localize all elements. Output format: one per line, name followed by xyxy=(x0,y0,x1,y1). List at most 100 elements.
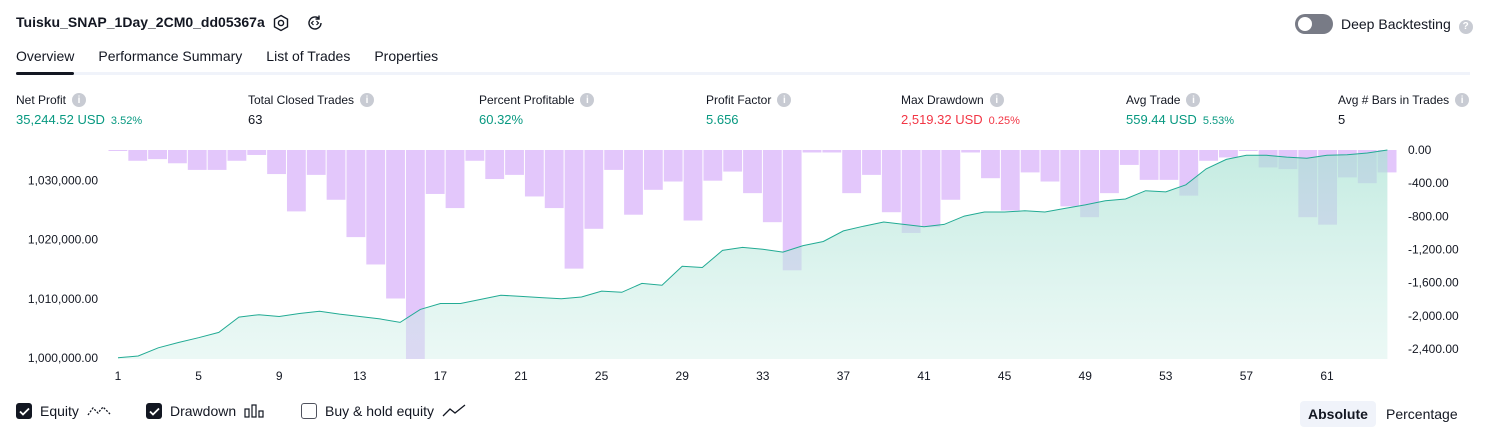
settings-icon[interactable] xyxy=(271,13,291,33)
drawdown-bar xyxy=(465,150,485,161)
equity-line xyxy=(117,149,1388,359)
drawdown-label: Drawdown xyxy=(170,403,237,419)
help-icon[interactable]: ? xyxy=(1458,19,1473,34)
drawdown-bar xyxy=(822,150,842,153)
x-tick-label: 17 xyxy=(434,369,448,383)
metric-label: Max Drawdown xyxy=(901,93,984,107)
y-right-tick-label: -800.00 xyxy=(1408,209,1449,223)
drawdown-bars xyxy=(108,150,1397,359)
drawdown-bar xyxy=(1000,150,1020,211)
x-tick-label: 29 xyxy=(676,369,690,383)
drawdown-bar xyxy=(862,150,881,175)
equity-drawdown-chart: 1,000,000.00 1,010,000.00 1,020,000.00 1,03… xyxy=(28,143,1459,383)
metric-total-closed-trades: Total Closed Trades i 63 xyxy=(248,93,375,127)
drawdown-bar xyxy=(743,150,762,194)
legend-buy-hold[interactable]: Buy & hold equity xyxy=(301,403,466,419)
tab-bar: Overview Performance Summary List of Tra… xyxy=(16,48,439,75)
x-tick-label: 45 xyxy=(998,369,1012,383)
info-icon[interactable]: i xyxy=(777,93,792,107)
drawdown-bar xyxy=(346,150,366,238)
drawdown-bar xyxy=(961,150,981,153)
x-tick-label: 5 xyxy=(195,369,202,383)
drawdown-bar xyxy=(921,150,941,228)
metric-label: Avg Trade xyxy=(1126,93,1181,107)
metric-label: Total Closed Trades xyxy=(248,93,355,107)
metric-avg-bars-in-trades: Avg # Bars in Trades i 5 xyxy=(1338,93,1470,127)
drawdown-bar xyxy=(187,150,207,170)
legend-drawdown[interactable]: Drawdown xyxy=(146,403,266,419)
drawdown-bar xyxy=(604,150,624,170)
drawdown-bar xyxy=(128,150,148,161)
drawdown-bar xyxy=(881,150,901,213)
drawdown-bar xyxy=(524,150,544,197)
y-right-tick-label: -1,200.00 xyxy=(1408,243,1459,257)
metric-value: 5.656 xyxy=(706,112,739,127)
buy-hold-checkbox[interactable] xyxy=(301,403,317,419)
absolute-button[interactable]: Absolute xyxy=(1300,401,1376,427)
drawdown-bar xyxy=(1060,150,1080,207)
drawdown-bar xyxy=(425,150,445,194)
drawdown-checkbox[interactable] xyxy=(146,403,162,419)
equity-area xyxy=(117,149,1388,359)
drawdown-bar xyxy=(247,150,267,155)
x-tick-label: 61 xyxy=(1320,369,1334,383)
percentage-button[interactable]: Percentage xyxy=(1386,406,1458,422)
metric-percent-profitable: Percent Profitable i 60.32% xyxy=(479,93,595,127)
metric-net-profit: Net Profit i 35,244.52 USD 3.52% xyxy=(16,93,142,127)
legend-equity[interactable]: Equity xyxy=(16,403,111,419)
metric-profit-factor: Profit Factor i 5.656 xyxy=(706,93,792,127)
y-left-axis: 1,000,000.00 1,010,000.00 1,020,000.00 1,03… xyxy=(28,174,98,365)
drawdown-bar xyxy=(584,150,604,229)
drawdown-bar xyxy=(267,150,286,175)
drawdown-bar xyxy=(643,150,663,190)
drawdown-bar xyxy=(326,150,346,200)
info-icon[interactable]: i xyxy=(580,93,595,107)
info-icon[interactable]: i xyxy=(1186,93,1201,107)
tab-performance-summary[interactable]: Performance Summary xyxy=(98,48,243,64)
x-tick-label: 49 xyxy=(1079,369,1093,383)
x-tick-label: 33 xyxy=(756,369,770,383)
drawdown-bar xyxy=(683,150,703,221)
x-tick-label: 25 xyxy=(595,369,609,383)
metric-value: 559.44 USD xyxy=(1126,112,1197,127)
x-tick-label: 21 xyxy=(514,369,528,383)
info-icon[interactable]: i xyxy=(1455,93,1470,107)
drawdown-bar xyxy=(1238,150,1258,151)
y-right-tick-label: -2,400.00 xyxy=(1408,342,1459,356)
equity-line-icon xyxy=(87,406,111,416)
x-tick-label: 41 xyxy=(917,369,931,383)
equity-checkbox[interactable] xyxy=(16,403,32,419)
tab-list-of-trades[interactable]: List of Trades xyxy=(266,48,351,64)
drawdown-bar xyxy=(386,150,405,299)
y-left-tick-label: 1,000,000.00 xyxy=(28,351,98,365)
drawdown-bar xyxy=(544,150,564,209)
drawdown-bar xyxy=(167,150,187,164)
drawdown-bar xyxy=(148,150,167,160)
tabs-divider xyxy=(16,72,1470,75)
info-icon[interactable]: i xyxy=(360,93,375,107)
equity-fill xyxy=(118,150,1388,359)
x-tick-label: 37 xyxy=(837,369,851,383)
drawdown-bar xyxy=(1159,150,1179,180)
buy-hold-label: Buy & hold equity xyxy=(325,403,434,419)
x-tick-label: 1 xyxy=(115,369,122,383)
source-code-icon[interactable] xyxy=(305,13,325,33)
deep-backtesting-toggle[interactable] xyxy=(1295,14,1333,34)
y-left-tick-label: 1,020,000.00 xyxy=(28,233,98,247)
info-icon[interactable]: i xyxy=(72,93,87,107)
drawdown-bar xyxy=(306,150,326,175)
metric-percent: 5.53% xyxy=(1202,115,1235,127)
drawdown-bar xyxy=(901,150,921,233)
drawdown-bar xyxy=(1040,150,1060,182)
drawdown-bar xyxy=(703,150,723,181)
bars-icon xyxy=(244,404,264,418)
drawdown-bar xyxy=(941,150,961,200)
metric-value: 63 xyxy=(248,112,263,127)
tab-overview[interactable]: Overview xyxy=(16,48,75,75)
tab-properties[interactable]: Properties xyxy=(374,48,439,64)
info-icon[interactable]: i xyxy=(989,93,1004,107)
drawdown-bar xyxy=(1080,150,1100,218)
y-right-tick-label: -400.00 xyxy=(1408,176,1449,190)
trend-line-icon xyxy=(442,404,466,417)
drawdown-bar xyxy=(762,150,782,223)
